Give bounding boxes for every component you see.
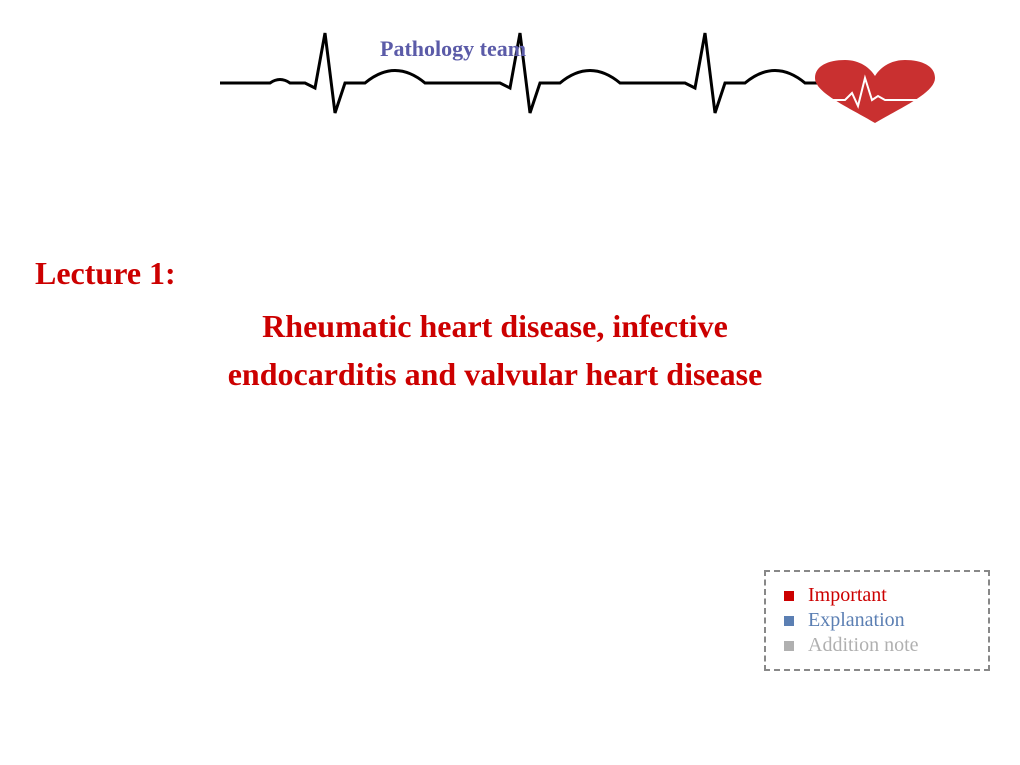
legend-item-explanation: Explanation (780, 609, 974, 632)
legend-item-addition: Addition note (780, 634, 974, 657)
legend-text: Addition note (808, 634, 919, 657)
legend-text: Explanation (808, 609, 905, 632)
legend-bullet-icon (784, 641, 794, 651)
legend-bullet-icon (784, 591, 794, 601)
lecture-label: Lecture 1: (35, 255, 955, 292)
lecture-subtitle: Rheumatic heart disease, infective endoc… (35, 302, 955, 398)
legend-bullet-icon (784, 616, 794, 626)
legend-item-important: Important (780, 584, 974, 607)
header-title: Pathology team (380, 36, 526, 62)
lecture-title-block: Lecture 1: Rheumatic heart disease, infe… (35, 255, 955, 398)
header-banner: Pathology team (140, 28, 960, 138)
legend-text: Important (808, 584, 887, 607)
heart-icon (810, 58, 940, 128)
lecture-subtitle-line2: endocarditis and valvular heart disease (228, 356, 763, 392)
lecture-subtitle-line1: Rheumatic heart disease, infective (262, 308, 728, 344)
legend-box: Important Explanation Addition note (764, 570, 990, 671)
